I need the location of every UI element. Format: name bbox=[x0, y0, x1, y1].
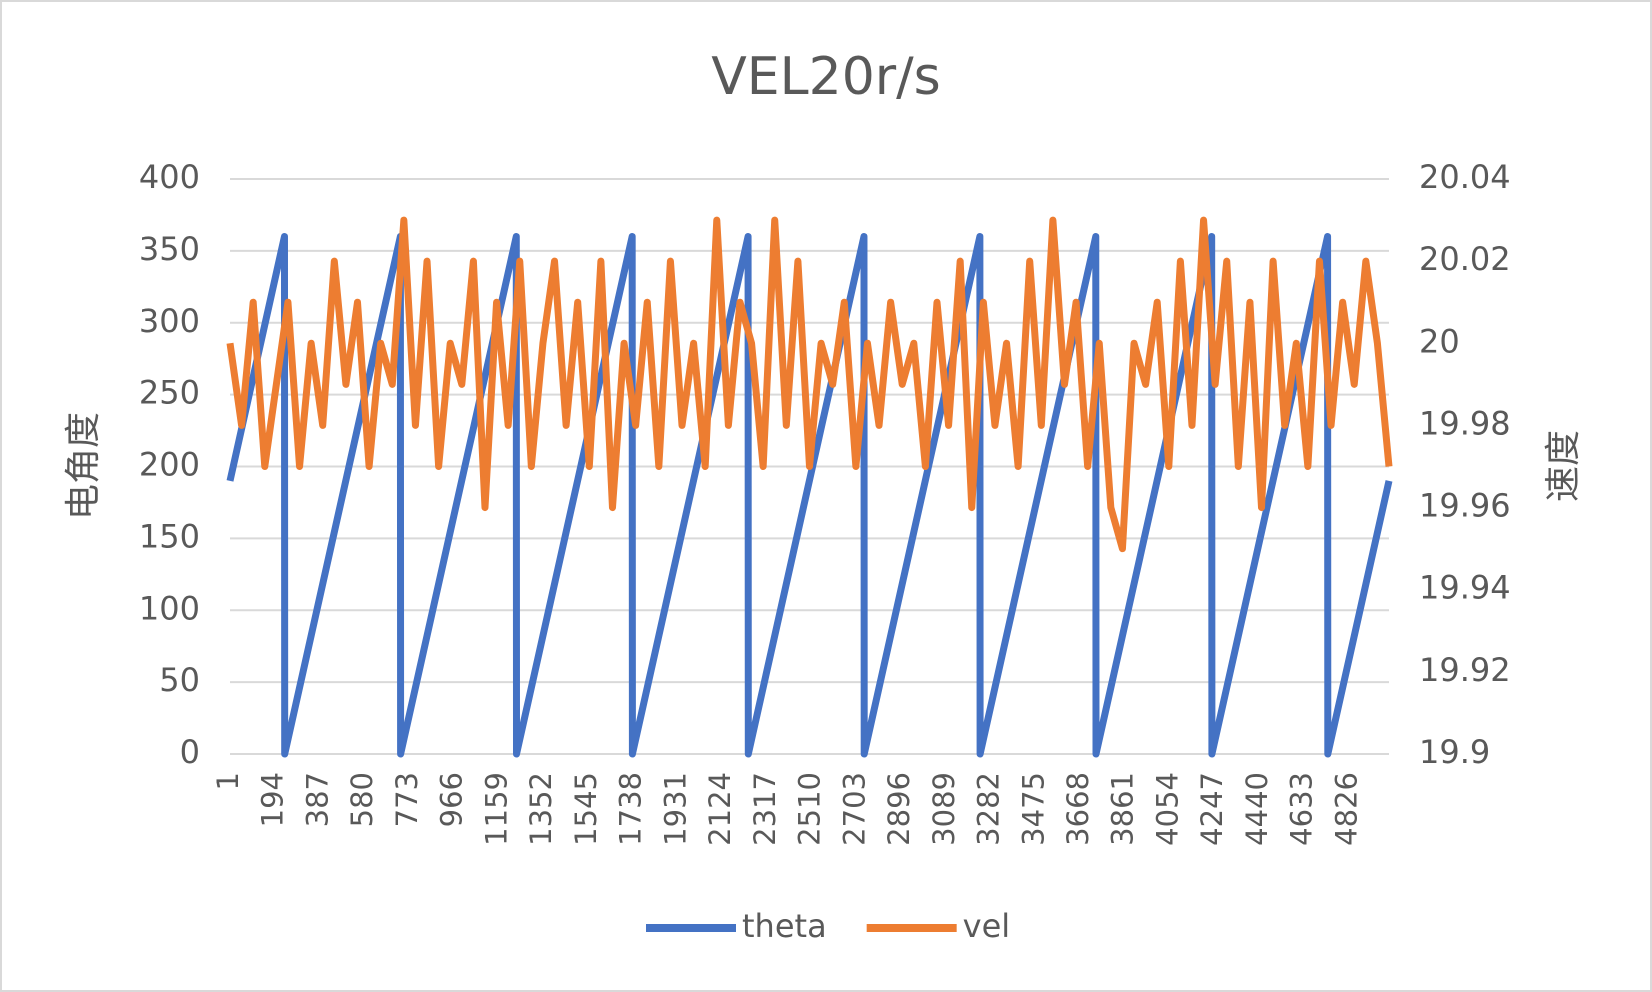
y-tick-label: 200 bbox=[139, 446, 200, 484]
x-tick-label: 387 bbox=[300, 772, 334, 827]
x-tick-label: 4826 bbox=[1329, 772, 1363, 846]
x-tick-label: 1931 bbox=[658, 772, 692, 846]
y-tick-label: 300 bbox=[139, 302, 200, 340]
x-tick-label: 4247 bbox=[1195, 772, 1229, 846]
x-tick-label: 1 bbox=[211, 772, 245, 790]
y-tick-label: 0 bbox=[180, 733, 200, 771]
y2-tick-label: 20 bbox=[1419, 322, 1460, 360]
x-tick-label: 4440 bbox=[1240, 772, 1274, 846]
x-tick-label: 3282 bbox=[972, 772, 1006, 846]
y-tick-label: 100 bbox=[139, 589, 200, 627]
x-tick-label: 580 bbox=[345, 772, 379, 827]
x-tick-label: 773 bbox=[390, 772, 424, 827]
x-tick-label: 4633 bbox=[1285, 772, 1319, 846]
x-tick-label: 1352 bbox=[524, 772, 558, 846]
x-tick-label: 2703 bbox=[837, 772, 871, 846]
x-tick-label: 2124 bbox=[703, 772, 737, 846]
x-tick-label: 1159 bbox=[479, 772, 513, 846]
y2-tick-label: 19.92 bbox=[1419, 651, 1511, 689]
x-tick-label: 2896 bbox=[882, 772, 916, 846]
series-line bbox=[226, 216, 1393, 553]
y-tick-label: 350 bbox=[139, 230, 200, 268]
y2-tick-label: 19.96 bbox=[1419, 487, 1511, 525]
x-tick-label: 2510 bbox=[793, 772, 827, 846]
x-tick-label: 3861 bbox=[1106, 772, 1140, 846]
y-tick-label: 400 bbox=[139, 158, 200, 196]
y2-axis-title: 速度 bbox=[1543, 430, 1584, 502]
x-tick-label: 966 bbox=[435, 772, 469, 827]
y2-tick-label: 20.02 bbox=[1419, 240, 1511, 278]
x-tick-label: 4054 bbox=[1150, 772, 1184, 846]
y-tick-label: 150 bbox=[139, 517, 200, 555]
y-tick-label: 250 bbox=[139, 374, 200, 412]
x-tick-label: 3089 bbox=[927, 772, 961, 846]
legend-label: vel bbox=[963, 907, 1011, 945]
y2-tick-label: 20.04 bbox=[1419, 158, 1511, 196]
legend-label: theta bbox=[742, 907, 827, 945]
chart-title: VEL20r/s bbox=[711, 47, 941, 107]
x-tick-label: 1545 bbox=[569, 772, 603, 846]
x-tick-label: 194 bbox=[256, 772, 290, 827]
x-tick-label: 3668 bbox=[1061, 772, 1095, 846]
series-line bbox=[226, 233, 1393, 758]
y-axis-title: 电角度 bbox=[63, 412, 104, 520]
y2-tick-label: 19.98 bbox=[1419, 404, 1511, 442]
x-tick-label: 2317 bbox=[748, 772, 782, 846]
x-tick-label: 3475 bbox=[1016, 772, 1050, 846]
y2-tick-label: 19.94 bbox=[1419, 569, 1511, 607]
y2-tick-label: 19.9 bbox=[1419, 733, 1490, 771]
y-tick-label: 50 bbox=[159, 661, 200, 699]
x-tick-label: 1738 bbox=[614, 772, 648, 846]
